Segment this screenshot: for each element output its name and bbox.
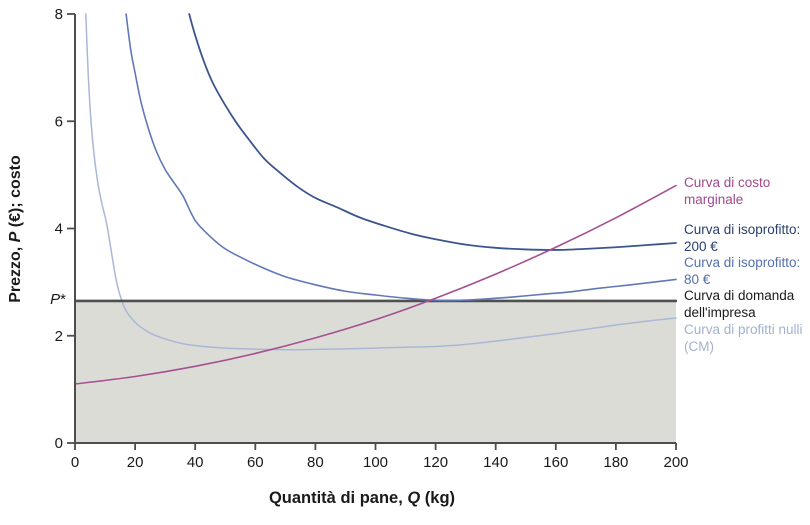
curva-isoprofitto-200 [188,13,677,251]
y-axis-title-units: (€); costo [7,155,24,232]
y-tick-label: 2 [55,328,63,345]
y-axis-title: Prezzo, P (€); costo [7,155,25,303]
x-tick-label: 160 [543,454,568,471]
x-axis-title: Quantità di pane, Q (kg) [62,489,662,508]
curves [75,13,677,385]
x-tick-label: 200 [663,454,688,471]
curva-costo-marginale [75,184,677,385]
x-tick-label: 180 [603,454,628,471]
y-tick-label: 0 [55,435,63,452]
y-tick-label: 8 [55,6,63,23]
x-axis-title-variable: Q [407,489,421,507]
tick-labels: 0 20 40 60 80 100 120 140 160 180 200 0 2 4 6 8 [55,6,689,471]
label-curva-domanda: Curva di domanda dell'impresa [684,288,795,320]
y-axis-title-text: Prezzo, [7,242,24,303]
shaded-profit-region [75,300,676,443]
x-tick-label: 0 [71,454,79,471]
curva-isoprofitto-80 [125,13,677,302]
x-tick-label: 40 [187,454,204,471]
label-curva-isoprofitto-80: Curva di isoprofitto: 80 € [684,255,801,287]
p-star-asterisk: * [60,291,66,308]
curva-profitti-nulli [85,13,677,351]
y-tick-label: 4 [55,221,63,238]
label-curva-isoprofitto-200: Curva di isoprofitto: 200 € [684,222,801,254]
x-tick-label: 120 [423,454,448,471]
x-tick-label: 80 [307,454,324,471]
x-tick-label: 20 [127,454,144,471]
label-curva-profitti-nulli: Curva di profitti nulli (CM) [684,322,803,354]
x-tick-label: 60 [247,454,264,471]
p-star-label: P* [34,291,66,308]
p-star-variable: P [50,291,61,308]
x-tick-label: 100 [363,454,388,471]
label-curva-costo-marginale: Curva di costo marginale [684,175,771,207]
x-axis-title-units: (kg) [420,489,456,507]
tick-marks [67,13,677,450]
x-tick-label: 140 [483,454,508,471]
x-axis-title-text: Quantità di pane, [268,489,408,507]
y-tick-label: 6 [55,113,63,130]
y-axis-title-variable: P [7,231,24,243]
